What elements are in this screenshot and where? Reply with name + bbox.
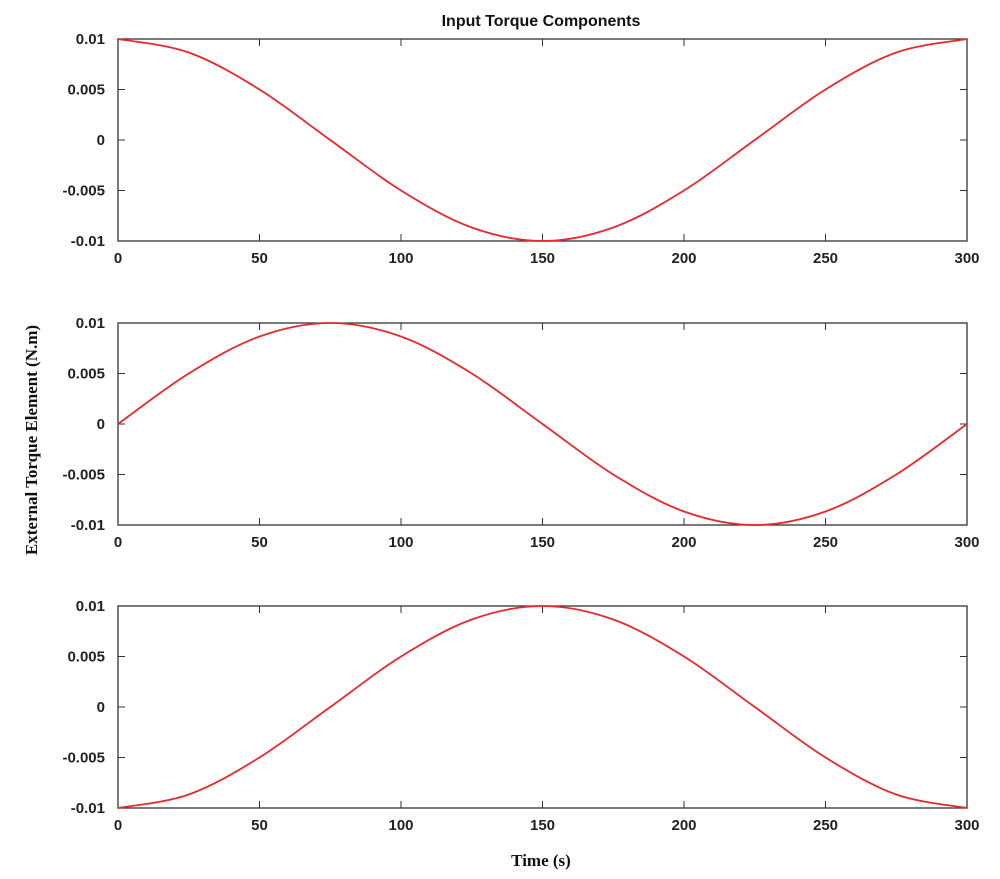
x-tick-label: 100 bbox=[388, 817, 413, 834]
x-tick-label: 0 bbox=[114, 817, 122, 834]
x-tick-label: 50 bbox=[251, 534, 268, 551]
y-tick-label: 0.01 bbox=[76, 315, 105, 332]
x-tick-label: 50 bbox=[251, 250, 268, 267]
x-tick-label: 200 bbox=[671, 817, 696, 834]
y-tick-label: 0.005 bbox=[67, 649, 105, 666]
x-tick-label: 150 bbox=[530, 817, 555, 834]
series-line-2 bbox=[117, 322, 968, 526]
x-tick-label: 0 bbox=[114, 534, 122, 551]
y-tick-label: -0.005 bbox=[62, 467, 105, 484]
x-tick-label: 100 bbox=[388, 250, 413, 267]
x-tick-label: 250 bbox=[813, 534, 838, 551]
x-tick-label: 150 bbox=[530, 534, 555, 551]
y-tick-label: 0.005 bbox=[67, 366, 105, 383]
x-tick-label: 200 bbox=[671, 250, 696, 267]
x-tick-label: 100 bbox=[388, 534, 413, 551]
y-tick-label: 0 bbox=[97, 416, 105, 433]
y-tick-label: -0.01 bbox=[71, 517, 105, 534]
y-tick-label: -0.01 bbox=[71, 800, 105, 817]
y-tick-label: 0.01 bbox=[76, 598, 105, 615]
y-tick-label: 0 bbox=[97, 699, 105, 716]
subplot-1: 0 50 100 150 200 250 300 0.01 0.005 0 -0.005 -0.01 bbox=[62, 31, 979, 267]
subplots: 0 50 100 150 200 250 3000.010.0050-0.005-0.010… bbox=[62, 31, 979, 834]
y-tick-label: 0.01 bbox=[76, 31, 105, 48]
y-tick-label: 0.005 bbox=[67, 82, 105, 99]
chart-title: Input Torque Components bbox=[442, 13, 641, 30]
x-tick-label: 300 bbox=[954, 534, 979, 551]
x-tick-label: 250 bbox=[813, 250, 838, 267]
y-tick-label: -0.005 bbox=[62, 750, 105, 767]
x-tick-label: 250 bbox=[813, 817, 838, 834]
series-line-1 bbox=[117, 38, 968, 242]
x-tick-label: 150 bbox=[530, 250, 555, 267]
plot-area bbox=[117, 605, 968, 809]
x-tick-label: 0 bbox=[114, 250, 122, 267]
y-tick-label: 0 bbox=[97, 132, 105, 149]
subplot-3: 0 50 100 150 200 250 300 0.01 0.005 0 -0.005 -0.01 bbox=[62, 598, 979, 834]
y-axis-label: External Torque Element (N.m) bbox=[22, 325, 41, 555]
series-line-3 bbox=[117, 605, 968, 809]
x-tick-label: 300 bbox=[954, 250, 979, 267]
subplot-2: 0 50 100 150 200 250 300 0.01 0.005 0 -0.005 -0.01 bbox=[62, 315, 979, 551]
x-tick-label: 300 bbox=[954, 817, 979, 834]
x-tick-label: 50 bbox=[251, 817, 268, 834]
plot-area bbox=[117, 38, 968, 242]
y-tick-label: -0.01 bbox=[71, 233, 105, 250]
x-axis-label: Time (s) bbox=[511, 851, 571, 870]
y-tick-label: -0.005 bbox=[62, 183, 105, 200]
x-tick-label: 200 bbox=[671, 534, 696, 551]
